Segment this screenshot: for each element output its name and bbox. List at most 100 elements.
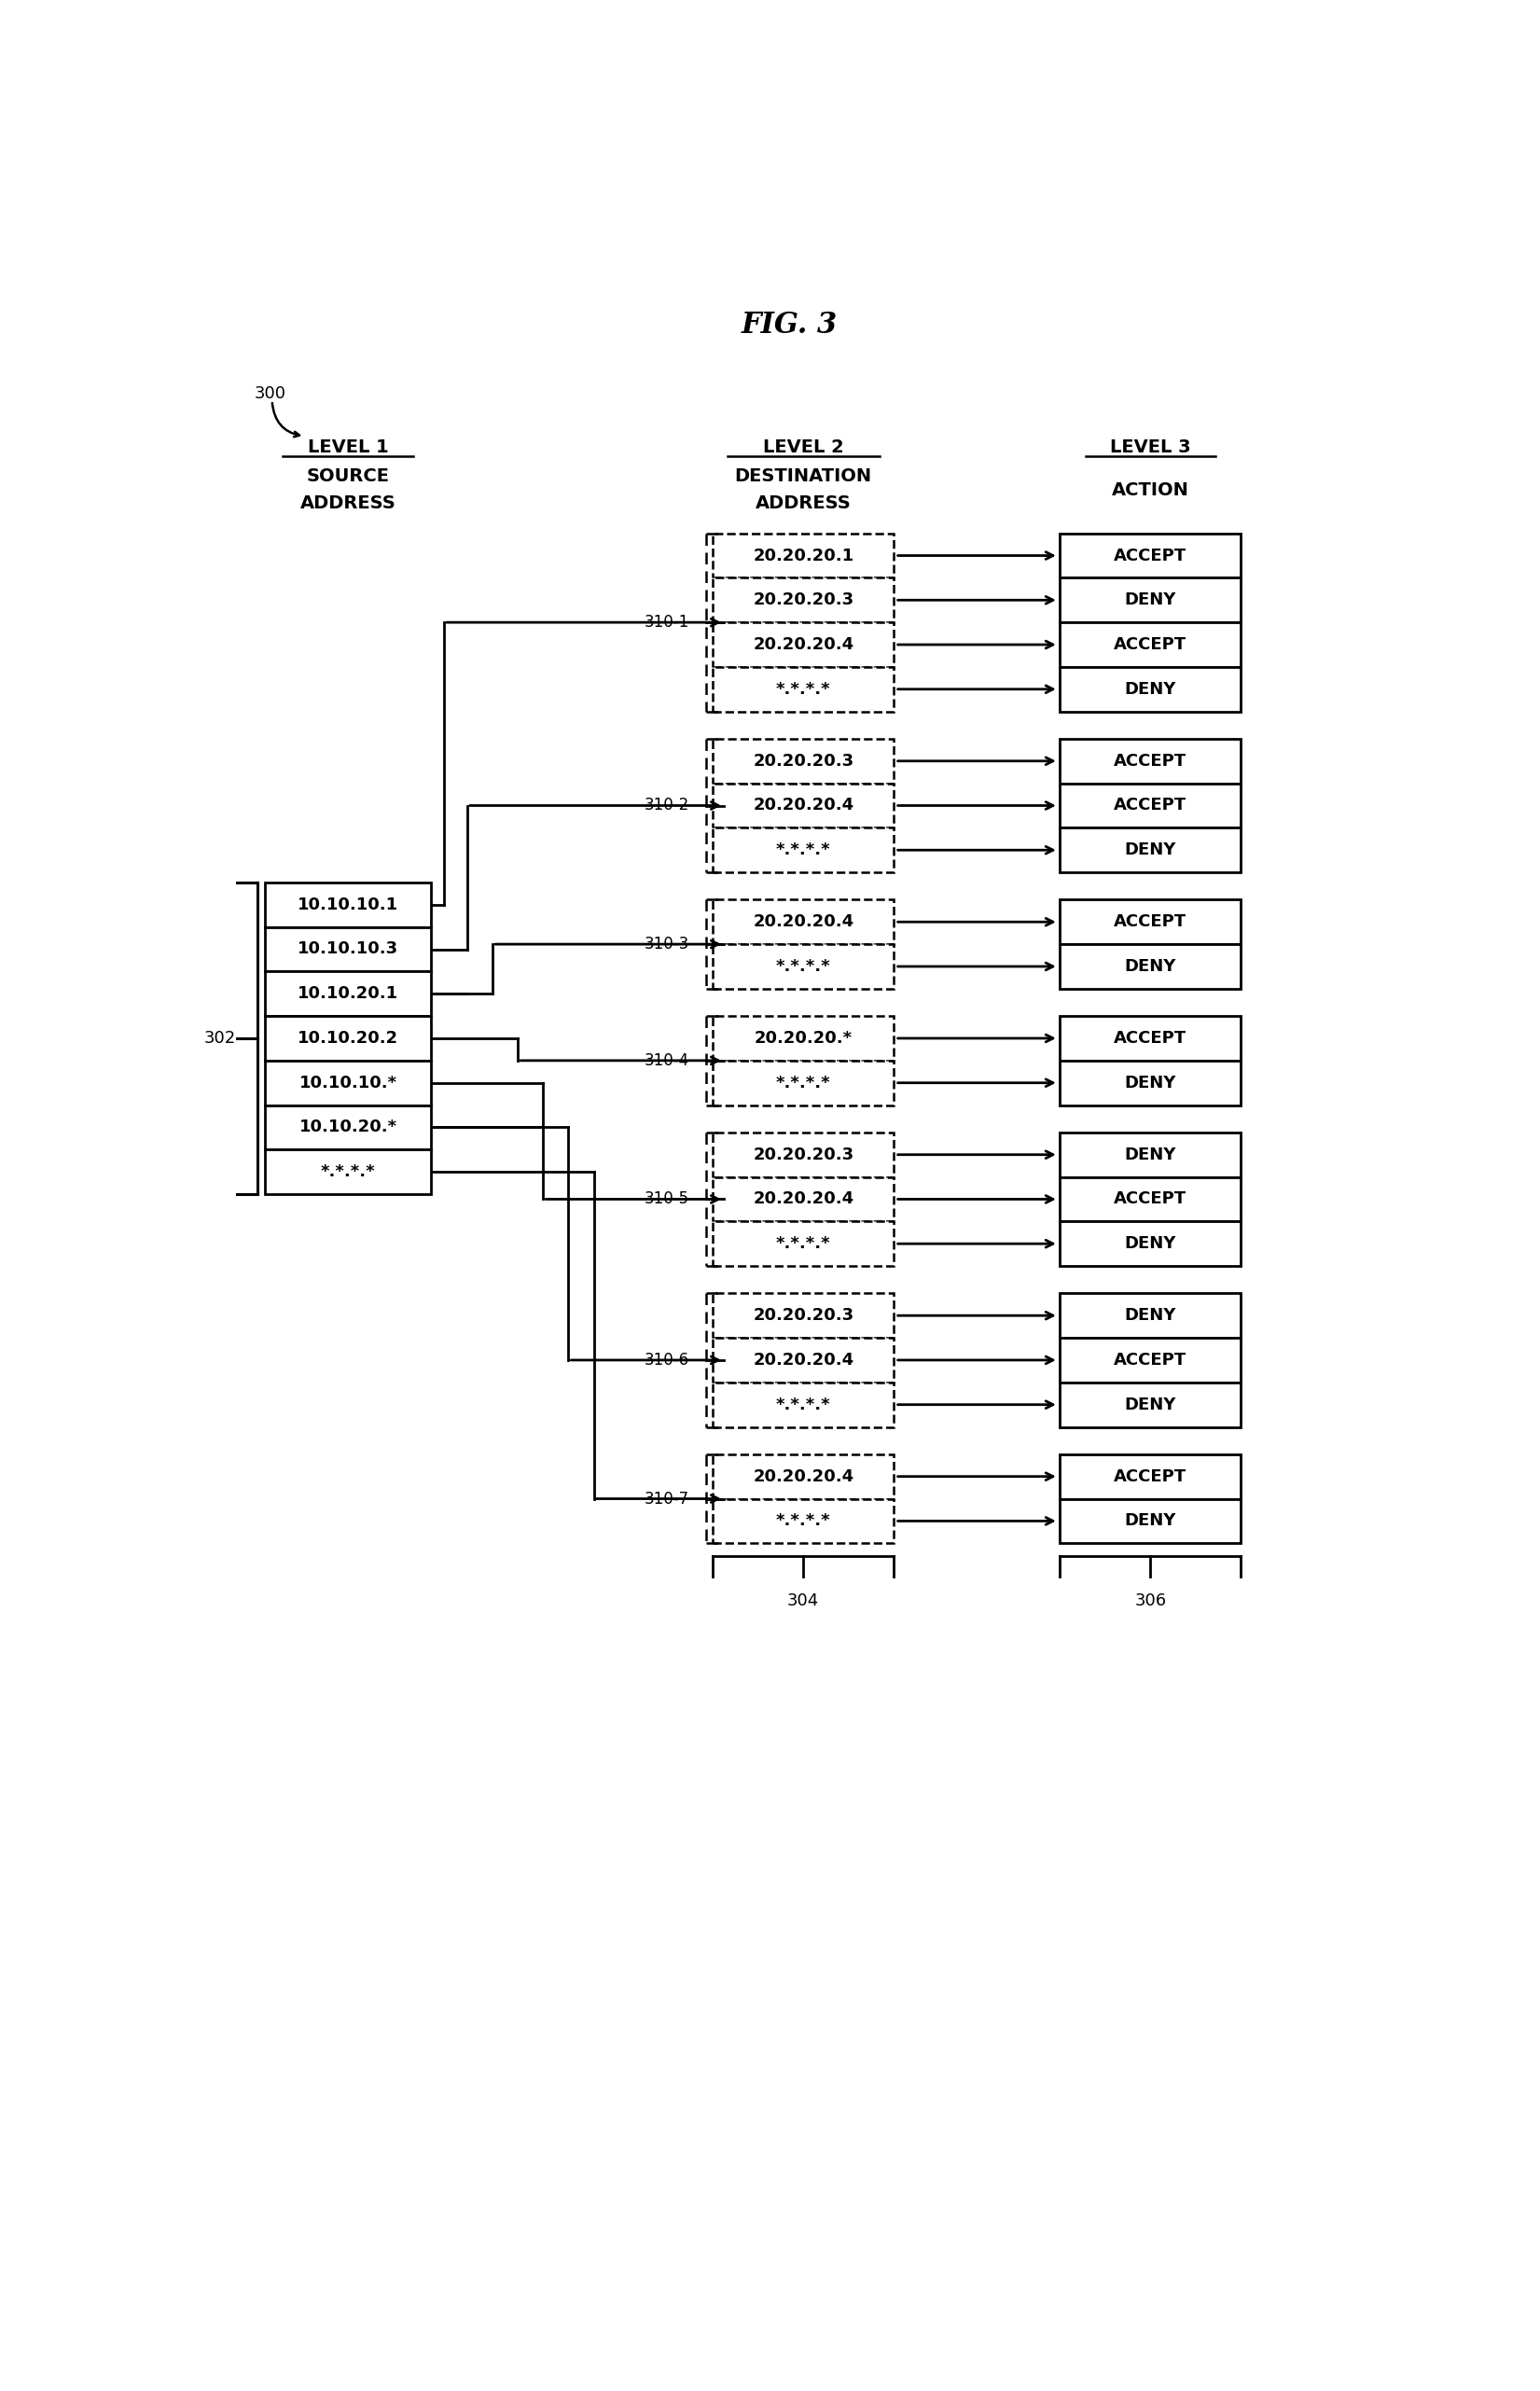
Text: LEVEL 2: LEVEL 2 xyxy=(762,438,844,457)
Bar xyxy=(1060,827,1241,873)
Bar xyxy=(265,1062,431,1105)
Bar xyxy=(713,784,893,827)
Text: LEVEL 1: LEVEL 1 xyxy=(308,438,388,457)
Text: *.*.*.*: *.*.*.* xyxy=(776,959,830,976)
Text: DENY: DENY xyxy=(1124,681,1177,698)
Text: 310-2: 310-2 xyxy=(644,796,690,813)
Text: 20.20.20.1: 20.20.20.1 xyxy=(753,548,853,564)
Text: *.*.*.*: *.*.*.* xyxy=(776,1514,830,1530)
Text: 20.20.20.4: 20.20.20.4 xyxy=(753,796,853,813)
Bar xyxy=(713,622,893,667)
Text: *.*.*.*: *.*.*.* xyxy=(776,681,830,698)
Text: *.*.*.*: *.*.*.* xyxy=(776,1236,830,1253)
Text: 10.10.20.*: 10.10.20.* xyxy=(299,1119,397,1136)
Bar xyxy=(713,827,893,873)
Bar xyxy=(1060,899,1241,944)
Text: *.*.*.*: *.*.*.* xyxy=(776,1074,830,1090)
Bar xyxy=(1060,1339,1241,1382)
Text: ACCEPT: ACCEPT xyxy=(1113,548,1187,564)
Text: 304: 304 xyxy=(787,1592,819,1609)
Text: 310-4: 310-4 xyxy=(644,1052,690,1069)
Bar xyxy=(713,533,893,579)
Text: 10.10.20.2: 10.10.20.2 xyxy=(297,1031,399,1047)
Bar xyxy=(1060,944,1241,990)
Bar xyxy=(1060,1382,1241,1427)
Text: 310-1: 310-1 xyxy=(644,614,690,631)
Text: 306: 306 xyxy=(1135,1592,1166,1609)
Bar xyxy=(1060,667,1241,713)
Bar xyxy=(713,899,893,944)
Text: 20.20.20.4: 20.20.20.4 xyxy=(753,1351,853,1368)
Text: 10.10.10.*: 10.10.10.* xyxy=(299,1074,397,1090)
Text: DENY: DENY xyxy=(1124,1396,1177,1413)
Bar xyxy=(1060,1176,1241,1222)
Text: 310-5: 310-5 xyxy=(644,1191,690,1207)
Bar xyxy=(713,1176,893,1222)
Text: ACCEPT: ACCEPT xyxy=(1113,1468,1187,1485)
Text: 20.20.20.4: 20.20.20.4 xyxy=(753,1468,853,1485)
Text: *.*.*.*: *.*.*.* xyxy=(320,1164,376,1181)
Text: ACCEPT: ACCEPT xyxy=(1113,1031,1187,1047)
Bar xyxy=(1060,1499,1241,1542)
Text: 10.10.20.1: 10.10.20.1 xyxy=(297,985,399,1002)
Bar xyxy=(1060,579,1241,622)
Text: 20.20.20.4: 20.20.20.4 xyxy=(753,1191,853,1207)
Text: 10.10.10.1: 10.10.10.1 xyxy=(297,897,399,913)
Bar xyxy=(713,667,893,713)
Text: DENY: DENY xyxy=(1124,1514,1177,1530)
Text: 20.20.20.3: 20.20.20.3 xyxy=(753,1145,853,1162)
Bar xyxy=(713,1062,893,1105)
Bar xyxy=(265,971,431,1016)
Text: 302: 302 xyxy=(203,1031,236,1047)
Bar xyxy=(1060,1133,1241,1176)
Bar xyxy=(713,1222,893,1265)
Text: SOURCE: SOURCE xyxy=(306,469,390,485)
Text: 310-6: 310-6 xyxy=(644,1351,690,1368)
Text: 20.20.20.4: 20.20.20.4 xyxy=(753,913,853,930)
Text: 300: 300 xyxy=(254,385,285,402)
Text: DENY: DENY xyxy=(1124,842,1177,858)
Bar xyxy=(713,1454,893,1499)
Text: ACTION: ACTION xyxy=(1112,481,1189,500)
Text: 20.20.20.4: 20.20.20.4 xyxy=(753,636,853,653)
Bar xyxy=(713,1499,893,1542)
Text: 10.10.10.3: 10.10.10.3 xyxy=(297,940,399,959)
Text: ADDRESS: ADDRESS xyxy=(300,495,396,512)
Bar xyxy=(1060,1454,1241,1499)
Text: ACCEPT: ACCEPT xyxy=(1113,1351,1187,1368)
Bar xyxy=(1060,784,1241,827)
Bar xyxy=(713,1016,893,1062)
Text: DESTINATION: DESTINATION xyxy=(735,469,872,485)
Text: DENY: DENY xyxy=(1124,1236,1177,1253)
Bar xyxy=(1060,622,1241,667)
Bar xyxy=(1060,1294,1241,1339)
Bar xyxy=(713,1133,893,1176)
Bar xyxy=(713,739,893,784)
Text: DENY: DENY xyxy=(1124,1074,1177,1090)
Text: *.*.*.*: *.*.*.* xyxy=(776,842,830,858)
Bar xyxy=(713,1382,893,1427)
Text: DENY: DENY xyxy=(1124,1145,1177,1162)
Bar xyxy=(265,928,431,971)
Text: ACCEPT: ACCEPT xyxy=(1113,796,1187,813)
Bar xyxy=(265,1105,431,1150)
Text: 310-7: 310-7 xyxy=(644,1490,690,1506)
Bar xyxy=(1060,1062,1241,1105)
Bar xyxy=(1060,1222,1241,1265)
Bar xyxy=(1060,739,1241,784)
Text: DENY: DENY xyxy=(1124,1308,1177,1325)
Text: FIG. 3: FIG. 3 xyxy=(741,311,838,340)
Text: LEVEL 3: LEVEL 3 xyxy=(1110,438,1190,457)
Bar xyxy=(713,944,893,990)
Text: *.*.*.*: *.*.*.* xyxy=(776,1396,830,1413)
Text: DENY: DENY xyxy=(1124,959,1177,976)
Text: DENY: DENY xyxy=(1124,591,1177,607)
Bar xyxy=(713,579,893,622)
Text: ACCEPT: ACCEPT xyxy=(1113,913,1187,930)
Text: 20.20.20.*: 20.20.20.* xyxy=(755,1031,852,1047)
Text: 20.20.20.3: 20.20.20.3 xyxy=(753,753,853,770)
Text: 20.20.20.3: 20.20.20.3 xyxy=(753,1308,853,1325)
Text: 310-3: 310-3 xyxy=(644,935,690,952)
Text: 20.20.20.3: 20.20.20.3 xyxy=(753,591,853,607)
Bar xyxy=(1060,1016,1241,1062)
